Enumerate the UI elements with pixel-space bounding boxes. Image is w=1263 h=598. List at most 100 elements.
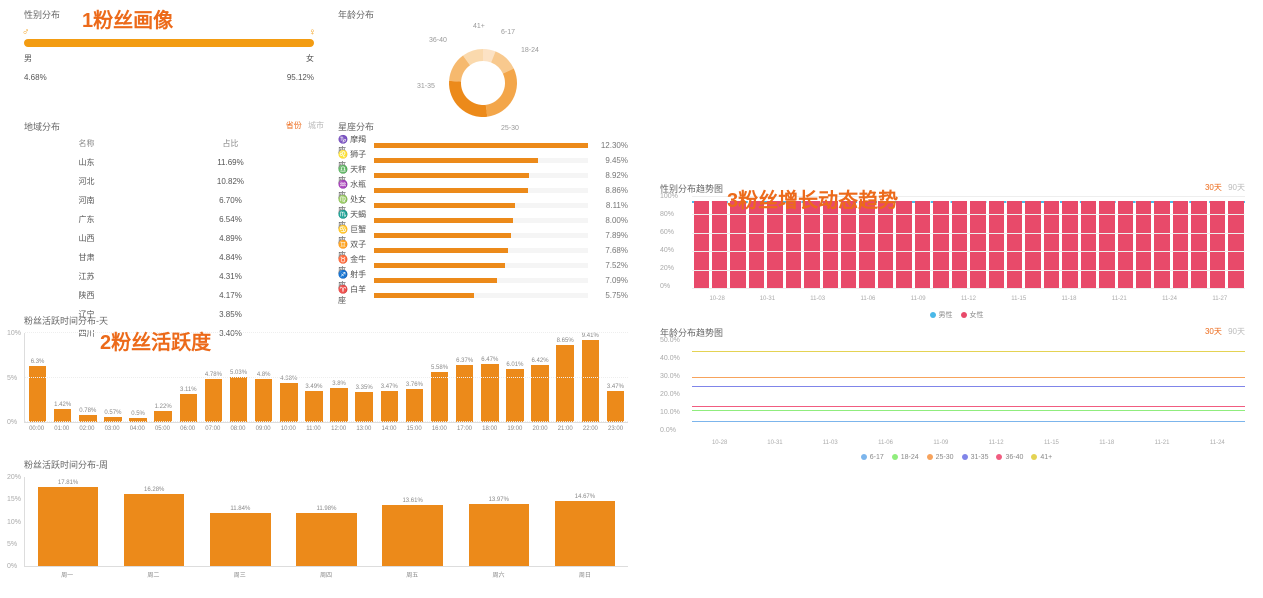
- hour-bar: 3.47%: [603, 333, 628, 422]
- region-pct: 4.89%: [149, 230, 312, 247]
- table-row: 江苏4.31%: [26, 268, 312, 285]
- male-pct: 4.68%: [24, 73, 47, 82]
- region-name: 陕西: [26, 287, 147, 304]
- table-row: 甘肃4.84%: [26, 249, 312, 266]
- hour-bar: 8.65%: [553, 333, 578, 422]
- table-row: 山西4.89%: [26, 230, 312, 247]
- zodiac-name: ♈ 白羊座: [338, 284, 374, 306]
- zodiac-pct: 8.92%: [588, 171, 628, 180]
- zodiac-pct: 12.30%: [588, 141, 628, 150]
- hour-bar: 0.78%: [75, 333, 100, 422]
- zodiac-row: ♊ 双子座 7.68%: [338, 244, 628, 256]
- age-panel: 年龄分布 6-1718-2425-3031-3536-4041+: [338, 8, 628, 137]
- hour-bar: 5.03%: [226, 333, 251, 422]
- trend2-tab-90[interactable]: 90天: [1228, 327, 1245, 336]
- hour-bar: 4.38%: [276, 333, 301, 422]
- gender-bar: ♂ ♀: [24, 39, 314, 47]
- weekly-panel: 粉丝活跃时间分布-周 0%5%10%15%20%17.81%16.28%11.8…: [24, 458, 628, 579]
- hour-bar: 5.58%: [427, 333, 452, 422]
- trend2-tab-30[interactable]: 30天: [1205, 327, 1222, 336]
- hour-bar: 6.42%: [528, 333, 553, 422]
- week-bar: 16.28%: [111, 477, 197, 566]
- trend2-legend: 6-1718-2425-3031-3536-4041+: [660, 454, 1245, 461]
- zodiac-pct: 7.68%: [588, 246, 628, 255]
- weekly-title: 粉丝活跃时间分布-周: [24, 458, 628, 471]
- gender-panel: 性别分布 ♂ ♀ 男4.68% 女95.12%: [24, 8, 324, 82]
- region-name: 广东: [26, 211, 147, 228]
- section-label-3: 3粉丝增长动态趋势: [727, 184, 898, 213]
- region-tab-province[interactable]: 省份: [286, 121, 302, 130]
- table-row: 陕西4.17%: [26, 287, 312, 304]
- region-name: 河北: [26, 173, 147, 190]
- male-icon: ♂: [22, 27, 30, 38]
- week-bar: 17.81%: [25, 477, 111, 566]
- weekly-chart: 0%5%10%15%20%17.81%16.28%11.84%11.98%13.…: [24, 477, 628, 567]
- trend2-panel: 年龄分布趋势图 30天 90天 50.0%40.0%30.0%20.0%10.0…: [660, 326, 1245, 461]
- region-title: 地域分布: [24, 122, 60, 132]
- zodiac-pct: 7.09%: [588, 276, 628, 285]
- zodiac-panel: 星座分布 ♑ 摩羯座 12.30%♌ 狮子座 9.45%♎ 天秤座 8.92%♒…: [338, 120, 628, 304]
- zodiac-row: ♎ 天秤座 8.92%: [338, 169, 628, 181]
- hour-bar: 6.37%: [452, 333, 477, 422]
- donut-label: 31-35: [417, 83, 435, 90]
- section-label-2: 2粉丝活跃度: [100, 326, 211, 355]
- age-title: 年龄分布: [338, 8, 628, 21]
- zodiac-pct: 7.52%: [588, 261, 628, 270]
- region-tab-city[interactable]: 城市: [308, 121, 324, 130]
- region-pct: 4.17%: [149, 287, 312, 304]
- trend2-chart: 50.0%40.0%30.0%20.0%10.0%0.0% 10-2810-31…: [660, 340, 1245, 450]
- hour-bar: 3.8%: [327, 333, 352, 422]
- hour-bar: 3.49%: [301, 333, 326, 422]
- region-name: 河南: [26, 192, 147, 209]
- zodiac-row: ♋ 巨蟹座 7.89%: [338, 229, 628, 241]
- table-row: 河南6.70%: [26, 192, 312, 209]
- region-table: 名称 占比 山东11.69%河北10.82%河南6.70%广东6.54%山西4.…: [24, 133, 314, 344]
- hour-bar: 3.35%: [352, 333, 377, 422]
- zodiac-row: ♈ 白羊座 5.75%: [338, 289, 628, 301]
- week-bar: 11.84%: [197, 477, 283, 566]
- week-bar: 13.61%: [370, 477, 456, 566]
- region-pct: 4.84%: [149, 249, 312, 266]
- zodiac-row: ♌ 狮子座 9.45%: [338, 154, 628, 166]
- donut-label: 36-40: [429, 37, 447, 44]
- zodiac-title: 星座分布: [338, 120, 628, 133]
- week-bar: 11.98%: [283, 477, 369, 566]
- week-bar: 13.97%: [456, 477, 542, 566]
- zodiac-pct: 8.11%: [588, 201, 628, 210]
- female-pct: 95.12%: [287, 73, 314, 82]
- female-label: 女: [287, 53, 314, 64]
- trend1-legend: 男性女性: [660, 310, 1245, 320]
- hour-bar: 6.47%: [477, 333, 502, 422]
- region-pct: 11.69%: [149, 154, 312, 171]
- hour-bar: 6.3%: [25, 333, 50, 422]
- zodiac-pct: 9.45%: [588, 156, 628, 165]
- region-name: 甘肃: [26, 249, 147, 266]
- zodiac-row: ♏ 天蝎座 8.00%: [338, 214, 628, 226]
- region-col-name: 名称: [26, 135, 147, 152]
- hour-bar: 6.01%: [502, 333, 527, 422]
- trend1-tab-90[interactable]: 90天: [1228, 183, 1245, 192]
- gender-values: 男 4.68% 女 95.12%: [24, 53, 314, 82]
- donut-label: 18-24: [521, 47, 539, 54]
- table-row: 山东11.69%: [26, 154, 312, 171]
- region-pct: 6.70%: [149, 192, 312, 209]
- region-panel: 地域分布 省份 城市 名称 占比 山东11.69% 河北10.82% 河南6.70%…: [24, 120, 324, 344]
- donut-label: 41+: [473, 23, 485, 30]
- region-name: 山西: [26, 230, 147, 247]
- week-bar: 14.67%: [542, 477, 628, 566]
- male-label: 男: [24, 53, 47, 64]
- female-icon: ♀: [309, 27, 317, 38]
- table-row: 广东6.54%: [26, 211, 312, 228]
- zodiac-pct: 8.86%: [588, 186, 628, 195]
- hour-bar: 3.47%: [377, 333, 402, 422]
- hour-bar: 3.76%: [402, 333, 427, 422]
- table-row: 河北10.82%: [26, 173, 312, 190]
- hour-bar: 4.8%: [251, 333, 276, 422]
- region-name: 江苏: [26, 268, 147, 285]
- zodiac-row: ♐ 射手座 7.09%: [338, 274, 628, 286]
- region-col-pct: 占比: [149, 135, 312, 152]
- region-pct: 6.54%: [149, 211, 312, 228]
- region-name: 山东: [26, 154, 147, 171]
- zodiac-row: ♉ 金牛座 7.52%: [338, 259, 628, 271]
- trend1-tab-30[interactable]: 30天: [1205, 183, 1222, 192]
